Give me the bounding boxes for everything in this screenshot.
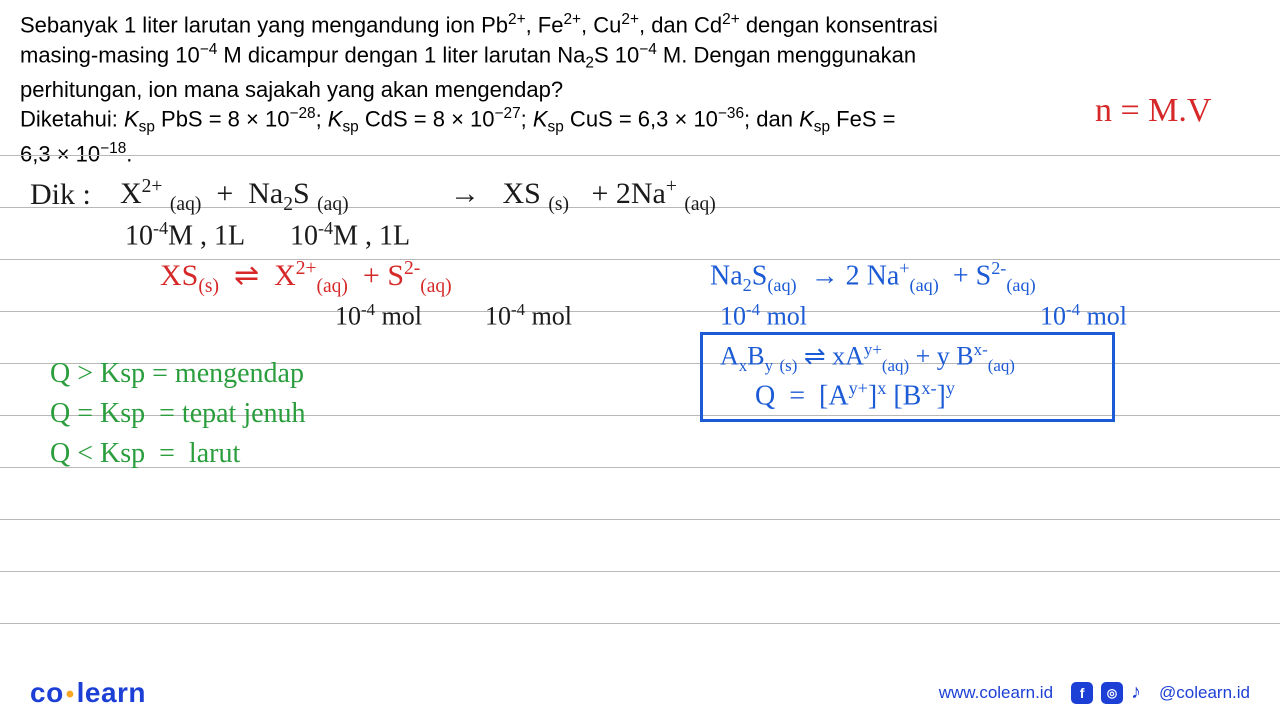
rule-line <box>0 155 1280 156</box>
problem-line-4: Diketahui: Ksp PbS = 8 × 10−28; Ksp CdS … <box>20 104 1260 139</box>
rule-line <box>0 519 1280 520</box>
facebook-icon: f <box>1071 682 1093 704</box>
logo-dot: • <box>66 681 75 708</box>
logo: co•learn <box>30 677 146 709</box>
problem-line-1: Sebanyak 1 liter larutan yang mengandung… <box>20 10 1260 40</box>
footer-url: www.colearn.id <box>939 683 1053 703</box>
logo-co: co <box>30 677 64 708</box>
handwritten-text: X2+ (aq) + Na2S (aq) <box>120 176 349 216</box>
problem-line-3: perhitungan, ion mana sajakah yang akan … <box>20 75 1260 105</box>
handwritten-text: Dik : <box>30 178 91 212</box>
handwritten-text: Q < Ksp = larut <box>50 438 240 470</box>
footer-right: www.colearn.id f ◎ ♪ @colearn.id <box>939 681 1250 704</box>
handwritten-text: 10-4 mol <box>1040 300 1127 332</box>
handwritten-text: Q > Ksp = mengendap <box>50 358 304 390</box>
handwritten-text: Q = Ksp = tepat jenuh <box>50 398 306 430</box>
rule-line <box>0 623 1280 624</box>
handwritten-text: Q = [Ay+]x [Bx-]y <box>755 378 955 412</box>
tiktok-icon: ♪ <box>1131 681 1141 704</box>
footer-handle: @colearn.id <box>1159 683 1250 703</box>
problem-line-2: masing-masing 10−4 M dicampur dengan 1 l… <box>20 40 1260 75</box>
problem-statement: Sebanyak 1 liter larutan yang mengandung… <box>0 0 1280 174</box>
footer: co•learn www.colearn.id f ◎ ♪ @colearn.i… <box>0 665 1280 720</box>
logo-learn: learn <box>77 677 146 708</box>
handwritten-text: AxBy (s) ⇌ xAy+(aq) + y Bx-(aq) <box>720 340 1015 376</box>
handwritten-text: 10-4 mol <box>335 300 422 332</box>
instagram-icon: ◎ <box>1101 682 1123 704</box>
handwritten-text: 10-4 mol <box>485 300 572 332</box>
handwritten-text: Na2S(aq) → 2 Na+(aq) + S2-(aq) <box>710 258 1036 296</box>
handwritten-text: 10-4M , 1L <box>125 218 245 252</box>
handwritten-text: 10-4M , 1L <box>290 218 410 252</box>
rule-line <box>0 571 1280 572</box>
handwritten-text: n = M.V <box>1095 92 1211 130</box>
social-icons: f ◎ ♪ <box>1071 681 1141 704</box>
handwritten-text: 10-4 mol <box>720 300 807 332</box>
handwritten-text: → XS (s) + 2Na+ (aq) <box>450 176 716 216</box>
handwritten-text: XS(s) ⇌ X2+(aq) + S2-(aq) <box>160 258 452 298</box>
